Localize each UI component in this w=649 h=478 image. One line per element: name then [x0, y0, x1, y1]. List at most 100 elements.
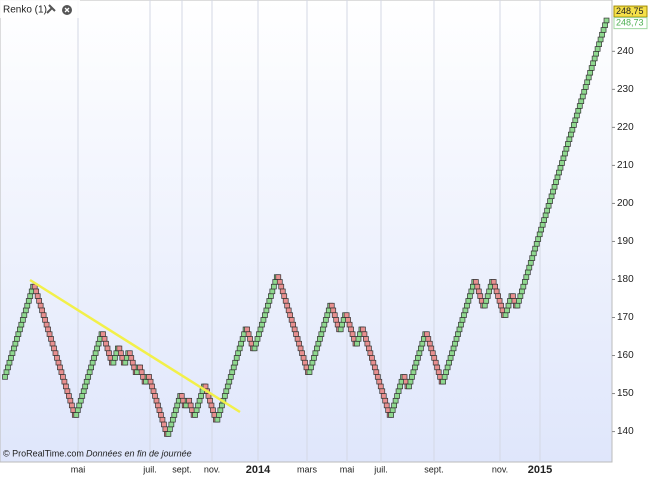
- footer-note: Données en fin de journée: [86, 448, 192, 458]
- close-icon[interactable]: [62, 5, 72, 15]
- x-tick-label: sept.: [424, 464, 444, 474]
- up-brick: [233, 355, 240, 361]
- down-brick: [330, 307, 337, 314]
- up-brick: [110, 359, 117, 366]
- down-brick: [296, 340, 302, 347]
- up-brick: [174, 402, 181, 409]
- up-brick: [484, 293, 491, 299]
- down-brick: [284, 302, 291, 309]
- up-brick: [260, 317, 267, 323]
- up-brick: [195, 402, 201, 409]
- up-brick: [169, 416, 176, 423]
- up-brick: [449, 350, 455, 356]
- up-brick: [8, 355, 14, 361]
- up-brick: [315, 340, 322, 347]
- up-brick: [603, 17, 610, 24]
- up-brick: [481, 302, 488, 309]
- up-brick: [198, 393, 204, 399]
- down-brick: [49, 340, 56, 347]
- up-brick: [524, 269, 531, 276]
- settings-icon[interactable]: [46, 4, 56, 14]
- up-brick: [268, 293, 274, 299]
- up-brick: [600, 27, 607, 33]
- up-brick: [536, 231, 543, 238]
- down-brick: [290, 321, 296, 328]
- down-brick: [67, 397, 74, 404]
- down-brick: [349, 331, 356, 337]
- up-brick: [548, 193, 555, 200]
- x-tick-label: juil.: [373, 464, 388, 474]
- up-brick: [5, 364, 11, 371]
- up-brick: [556, 169, 562, 176]
- up-brick: [270, 283, 277, 290]
- down-brick: [383, 402, 390, 409]
- up-brick: [217, 407, 224, 413]
- down-brick: [366, 345, 372, 352]
- up-brick: [467, 293, 473, 299]
- up-brick: [486, 288, 493, 295]
- up-brick: [317, 336, 323, 342]
- up-brick: [533, 241, 540, 247]
- up-brick: [517, 293, 524, 299]
- down-brick: [495, 293, 501, 299]
- down-brick: [429, 350, 436, 356]
- up-brick: [314, 345, 320, 352]
- up-brick: [88, 364, 94, 371]
- down-brick: [152, 393, 158, 399]
- up-brick: [523, 274, 530, 280]
- down-brick: [297, 345, 304, 352]
- up-brick: [468, 288, 475, 295]
- down-brick: [493, 288, 500, 295]
- up-brick: [95, 340, 102, 347]
- up-brick: [397, 383, 403, 390]
- last-price-label: 248,75: [616, 6, 644, 16]
- up-brick: [440, 378, 446, 385]
- up-brick: [322, 317, 329, 323]
- up-brick: [591, 55, 598, 62]
- down-brick: [57, 364, 63, 371]
- down-brick: [245, 331, 252, 337]
- up-brick: [238, 340, 245, 347]
- down-brick: [373, 369, 380, 375]
- down-brick: [187, 402, 194, 409]
- up-brick: [505, 302, 512, 309]
- up-brick: [569, 127, 576, 133]
- up-brick: [196, 397, 203, 404]
- y-tick-label: 240: [617, 46, 634, 57]
- up-brick: [553, 179, 559, 185]
- up-brick: [22, 307, 29, 314]
- up-brick: [92, 350, 99, 356]
- down-brick: [138, 369, 145, 375]
- down-brick: [382, 397, 389, 404]
- down-brick: [496, 298, 503, 304]
- up-brick: [582, 84, 589, 90]
- x-tick-label: 2014: [246, 464, 271, 476]
- up-brick: [526, 264, 533, 271]
- up-brick: [562, 150, 568, 157]
- x-tick-label: sept.: [172, 464, 192, 474]
- up-brick: [319, 326, 326, 333]
- down-brick: [472, 279, 479, 285]
- y-tick-label: 150: [617, 388, 634, 399]
- up-brick: [27, 293, 34, 299]
- up-brick: [324, 312, 331, 318]
- up-brick: [395, 388, 402, 394]
- down-brick: [247, 336, 253, 342]
- down-brick: [100, 331, 106, 337]
- x-tick-label: 2015: [528, 464, 552, 476]
- down-brick: [300, 355, 307, 361]
- down-brick: [159, 416, 166, 423]
- up-brick: [587, 69, 594, 76]
- up-brick: [339, 321, 345, 328]
- up-brick: [573, 112, 580, 119]
- down-brick: [36, 298, 43, 304]
- down-brick: [42, 317, 48, 323]
- down-brick: [492, 283, 498, 290]
- down-brick: [477, 293, 484, 299]
- up-brick: [554, 174, 561, 181]
- x-tick-label: juil.: [142, 464, 157, 474]
- up-brick: [2, 374, 8, 380]
- down-brick: [294, 336, 301, 342]
- down-brick: [156, 407, 163, 413]
- down-brick: [279, 288, 286, 295]
